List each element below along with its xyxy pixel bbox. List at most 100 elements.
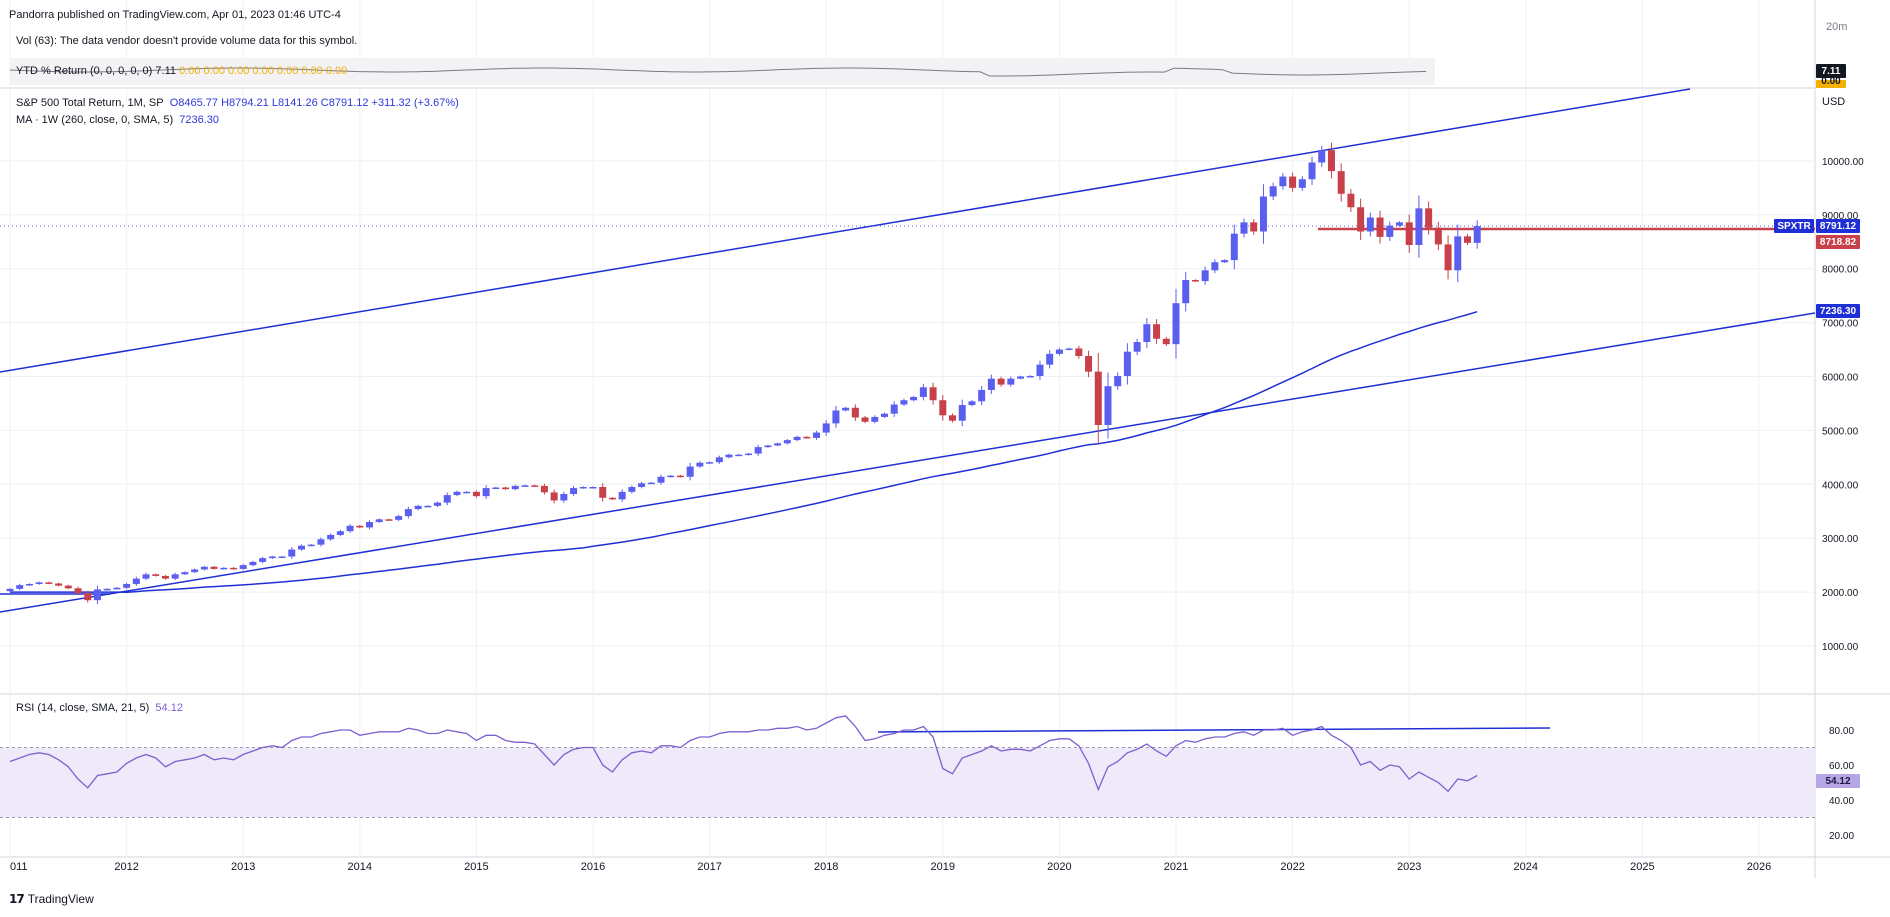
rsi-polyline: [9, 715, 1478, 793]
candle-body: [919, 387, 927, 397]
candle-body: [910, 396, 918, 401]
candle-body: [715, 457, 723, 463]
ytd-pane: [9, 58, 1435, 85]
candle-body: [1434, 227, 1442, 245]
brand-name: TradingView: [27, 892, 94, 906]
candle-body: [560, 494, 568, 501]
candle-body: [774, 443, 782, 446]
candle-body: [1211, 262, 1219, 271]
candle-body: [1473, 226, 1481, 243]
candle-body: [317, 539, 325, 545]
ytd-zero-badge: 0.00: [1821, 76, 1841, 87]
symbol-title: S&P 500 Total Return, 1M, SP: [16, 97, 164, 109]
candle-body: [191, 569, 199, 573]
time-axis-label: 2024: [1514, 861, 1538, 873]
candle-body: [1386, 225, 1394, 237]
candle-body: [550, 492, 558, 501]
candle-body: [725, 454, 733, 458]
candle-body: [1357, 207, 1365, 232]
candle-body: [375, 519, 383, 523]
candle-body: [842, 407, 850, 411]
candle-body: [1094, 371, 1102, 426]
price-axis-label: 7000.00: [1822, 319, 1859, 330]
candle-body: [443, 495, 451, 503]
candle-body: [647, 482, 655, 485]
candle-body: [336, 531, 344, 535]
candles: [6, 142, 1481, 604]
candle-body: [812, 432, 820, 438]
candle-body: [900, 400, 908, 405]
candle-body: [171, 574, 179, 579]
candle-body: [1425, 208, 1433, 228]
resistance-badge-bg: [1816, 235, 1860, 249]
candle-body: [1444, 244, 1452, 271]
candle-body: [1055, 349, 1063, 354]
time-axis-label: 2022: [1280, 861, 1304, 873]
candle-body: [589, 486, 597, 489]
candle-body: [997, 378, 1005, 385]
ytd-pane-label: YTD % Return (0, 0, 0, 0, 0) 7.11 0.00 0…: [16, 65, 347, 77]
candle-body: [1026, 375, 1034, 378]
candle-body: [278, 556, 286, 559]
candle-body: [861, 417, 869, 422]
rsi-value: 54.12: [155, 702, 183, 714]
candle-body: [939, 400, 947, 416]
candle-body: [502, 487, 510, 490]
candle-body: [84, 593, 92, 601]
rsi-band: [0, 747, 1815, 818]
candle-body: [453, 491, 461, 496]
price-axis-label: 4000.00: [1822, 480, 1859, 491]
time-axis-label: 2015: [464, 861, 488, 873]
resistance-badge: 8718.82: [1820, 237, 1857, 248]
candle-body: [1279, 176, 1287, 187]
candle-body: [511, 485, 519, 490]
time-axis-label: 2021: [1164, 861, 1188, 873]
symbol-legend[interactable]: S&P 500 Total Return, 1M, SP O8465.77 H8…: [16, 97, 459, 109]
candle-body: [783, 440, 791, 444]
candle-body: [686, 466, 694, 477]
candle-body: [356, 525, 364, 528]
candle-body: [1318, 150, 1326, 163]
ohlc-values: O8465.77 H8794.21 L8141.26 C8791.12 +311…: [169, 97, 459, 109]
candle-body: [958, 405, 966, 421]
candle-body: [113, 587, 121, 590]
ytd-zero-badge-bg: [1816, 80, 1846, 88]
candle-body: [1201, 270, 1209, 282]
candle-body: [764, 445, 772, 448]
candle-body: [268, 556, 276, 559]
candle-body: [249, 561, 257, 566]
ma-label: MA · 1W (260, close, 0, SMA, 5): [16, 114, 174, 126]
candle-body: [288, 549, 296, 557]
candle-body: [64, 585, 72, 589]
candle-body: [1162, 338, 1170, 345]
rsi-badge: 54.12: [1825, 776, 1850, 787]
candle-body: [463, 491, 471, 494]
time-axis-label: 2023: [1397, 861, 1421, 873]
candle-body: [1415, 208, 1423, 245]
ma-line: [10, 310, 1478, 594]
rsi-trend-line: [877, 727, 1551, 733]
candle-body: [492, 487, 500, 490]
candle-body: [395, 516, 403, 520]
candle-body: [822, 423, 830, 433]
ma-badge: 7236.30: [1820, 306, 1857, 317]
candle-body: [1308, 162, 1316, 180]
time-axis-label: 2016: [581, 861, 605, 873]
candle-body: [103, 588, 111, 591]
candle-body: [152, 574, 160, 576]
tradingview-brand[interactable]: 𝟭𝟳 TradingView: [9, 892, 94, 906]
candle-body: [706, 462, 714, 464]
publish-info: Pandorra published on TradingView.com, A…: [9, 9, 341, 21]
candle-body: [259, 558, 267, 562]
rsi-axis-label: 80.00: [1829, 726, 1854, 737]
price-badges: SPXTR 8791.12 8718.82 7236.30 54.12 7.110.00: [1774, 64, 1860, 788]
candle-body: [881, 413, 888, 417]
candle-body: [210, 566, 218, 569]
candle-body: [929, 387, 937, 401]
time-axis-label: 2019: [931, 861, 955, 873]
candle-body: [1085, 356, 1093, 372]
ma-legend[interactable]: MA · 1W (260, close, 0, SMA, 5) 7236.30: [16, 114, 219, 126]
rsi-legend[interactable]: RSI (14, close, SMA, 21, 5) 54.12: [16, 702, 183, 714]
time-axis-label: 2025: [1630, 861, 1654, 873]
